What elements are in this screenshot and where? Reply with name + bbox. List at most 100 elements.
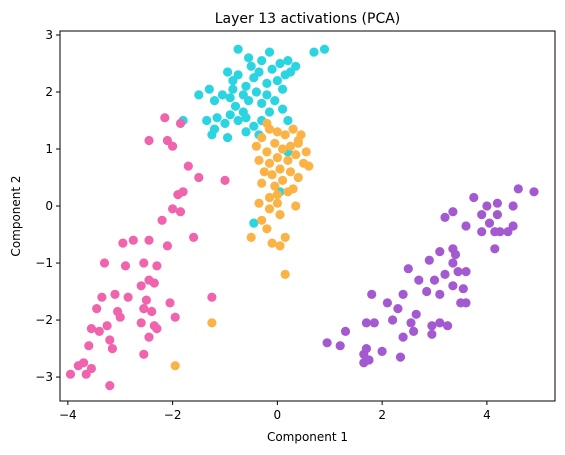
scatter-point (194, 172, 204, 183)
scatter-point (144, 235, 154, 245)
scatter-point (241, 81, 251, 91)
scatter-point (272, 127, 282, 137)
scatter-point (267, 170, 277, 180)
scatter-point (207, 318, 217, 328)
scatter-point (220, 175, 230, 185)
scatter-point (175, 118, 186, 128)
scatter-point (513, 184, 523, 194)
scatter-point (469, 192, 479, 203)
scatter-point (270, 96, 280, 106)
scatter-point (238, 107, 248, 117)
scatter-point (249, 218, 259, 228)
scatter-point (225, 110, 235, 120)
scatter-point (249, 121, 259, 131)
scatter-point (283, 187, 293, 197)
scatter-point (291, 150, 301, 160)
scatter-point (270, 181, 280, 191)
scatter-point (183, 161, 193, 171)
scatter-point (220, 118, 230, 128)
scatter-point (264, 192, 275, 203)
scatter-point (162, 135, 172, 146)
scatter-point (251, 87, 261, 97)
scatter-point (178, 187, 188, 197)
scatter-point (233, 115, 243, 126)
scatter-point (293, 138, 303, 148)
scatter-point (322, 338, 332, 348)
scatter-point (492, 198, 502, 208)
scatter-point (189, 232, 199, 242)
scatter-point (246, 61, 256, 71)
scatter-point (461, 267, 471, 277)
scatter-point (382, 298, 392, 308)
scatter-point (99, 258, 110, 268)
scatter-point (107, 344, 117, 354)
scatter-point (319, 44, 330, 54)
scatter-point (204, 84, 214, 94)
y-tick-label: −1 (35, 256, 53, 270)
scatter-point (162, 241, 172, 251)
scatter-point (309, 47, 319, 57)
scatter-point (285, 67, 296, 77)
scatter-point (147, 306, 157, 317)
scatter-point (267, 238, 277, 248)
scatter-point (175, 207, 186, 217)
scatter-point (251, 141, 261, 151)
chart-title: Layer 13 activations (PCA) (215, 11, 401, 27)
scatter-point (406, 318, 416, 328)
scatter-point (272, 198, 282, 208)
scatter-point (141, 295, 151, 305)
scatter-point (94, 326, 104, 336)
scatter-point (435, 318, 445, 328)
scatter-point (411, 309, 421, 319)
x-tick-label: 4 (483, 408, 491, 422)
scatter-point (128, 235, 138, 245)
y-tick-label: −2 (35, 313, 53, 327)
scatter-point (291, 201, 301, 211)
scatter-point (84, 341, 94, 351)
scatter-point (278, 175, 288, 185)
scatter-point (369, 318, 379, 328)
scatter-point (280, 130, 290, 140)
scatter-point (484, 218, 495, 228)
scatter-point (170, 312, 180, 322)
scatter-point (86, 324, 96, 334)
scatter-point (461, 221, 471, 231)
scatter-point (157, 215, 167, 225)
x-tick-label: 2 (378, 408, 386, 422)
scatter-point (275, 210, 285, 220)
scatter-point (110, 289, 120, 299)
scatter-point (435, 289, 445, 299)
scatter-point (264, 204, 275, 214)
scatter-point (285, 167, 296, 177)
scatter-point (409, 326, 419, 336)
scatter-point (165, 298, 175, 308)
scatter-point (283, 155, 293, 165)
scatter-point (105, 381, 115, 391)
scatter-point (301, 147, 311, 157)
scatter-point (267, 64, 277, 74)
scatter-point (223, 67, 233, 77)
scatter-point (508, 201, 518, 211)
scatter-point (395, 352, 406, 362)
scatter-point (398, 332, 408, 342)
scatter-point (492, 210, 502, 220)
scatter-point (254, 198, 264, 208)
scatter-point (115, 312, 125, 322)
scatter-point (123, 292, 133, 302)
scatter-point (136, 281, 146, 291)
x-axis-label: Component 1 (267, 430, 348, 444)
scatter-point (223, 133, 233, 143)
scatter-point (120, 261, 131, 271)
scatter-point (340, 326, 351, 336)
scatter-point (275, 58, 285, 69)
scatter-point (97, 292, 107, 302)
y-tick-label: 2 (45, 85, 53, 99)
y-tick-label: 0 (45, 199, 53, 213)
scatter-point (228, 84, 238, 94)
scatter-point (283, 115, 293, 126)
scatter-point (168, 204, 178, 214)
scatter-point (81, 369, 91, 379)
scatter-point (209, 96, 220, 106)
scatter-point (403, 264, 413, 274)
